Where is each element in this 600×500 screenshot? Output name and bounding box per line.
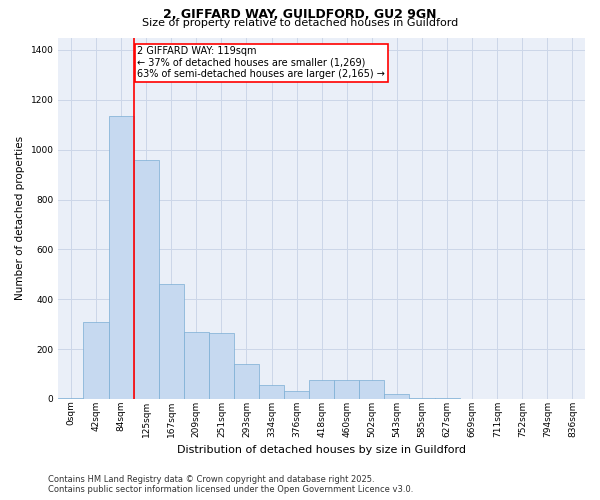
Bar	[309, 380, 334, 399]
Bar	[259, 385, 284, 399]
Y-axis label: Number of detached properties: Number of detached properties	[15, 136, 25, 300]
Text: Contains HM Land Registry data © Crown copyright and database right 2025.
Contai: Contains HM Land Registry data © Crown c…	[48, 474, 413, 494]
Bar	[234, 364, 259, 399]
Bar	[83, 322, 109, 399]
Bar	[58, 398, 83, 399]
Text: 2 GIFFARD WAY: 119sqm
← 37% of detached houses are smaller (1,269)
63% of semi-d: 2 GIFFARD WAY: 119sqm ← 37% of detached …	[137, 46, 385, 80]
Bar	[134, 160, 159, 399]
Bar	[159, 284, 184, 399]
Bar	[434, 398, 460, 399]
Bar	[109, 116, 134, 399]
Bar	[334, 380, 359, 399]
Text: Size of property relative to detached houses in Guildford: Size of property relative to detached ho…	[142, 18, 458, 28]
Bar	[409, 398, 434, 399]
Bar	[385, 394, 409, 399]
Bar	[359, 380, 385, 399]
Bar	[209, 333, 234, 399]
Bar	[284, 392, 309, 399]
Bar	[184, 332, 209, 399]
X-axis label: Distribution of detached houses by size in Guildford: Distribution of detached houses by size …	[177, 445, 466, 455]
Text: 2, GIFFARD WAY, GUILDFORD, GU2 9GN: 2, GIFFARD WAY, GUILDFORD, GU2 9GN	[163, 8, 437, 20]
